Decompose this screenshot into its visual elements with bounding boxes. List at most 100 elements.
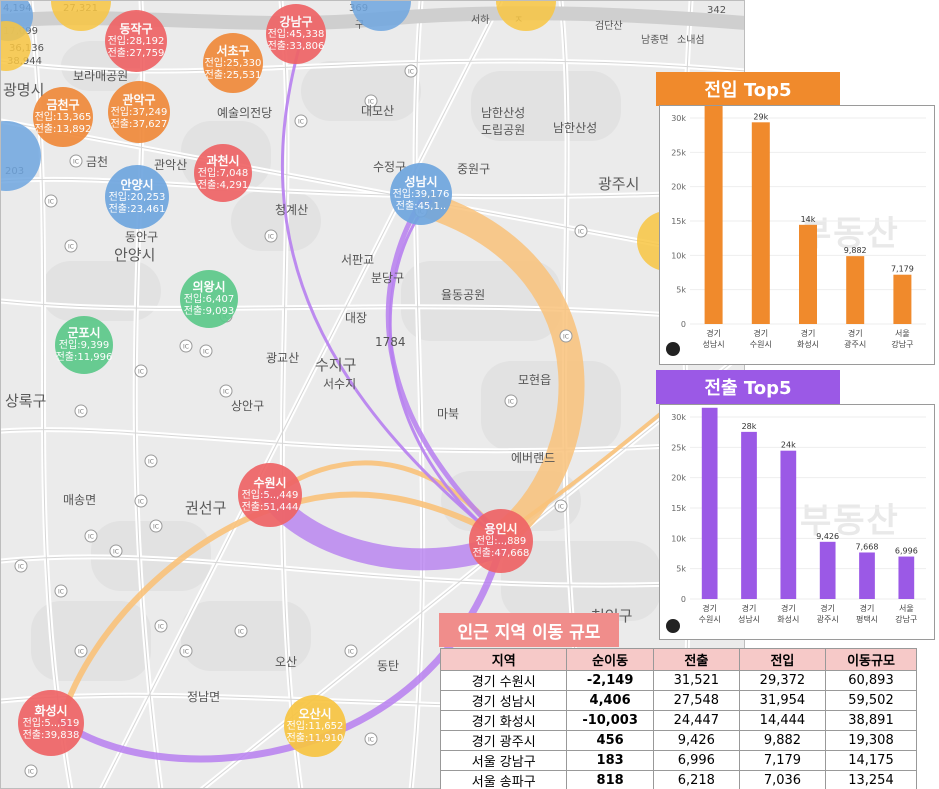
ic-marker	[149, 519, 163, 533]
map-place-label: 청계산	[275, 203, 309, 217]
region-bubble-osan[interactable]: 오산시 전입:11,652 전출:11,910	[284, 695, 346, 757]
ic-marker	[14, 559, 28, 573]
ic-label: IC	[183, 649, 189, 656]
terrain-patch	[471, 71, 621, 141]
region-bubble-seocho[interactable]: 서초구 전입:25,330 전출:25,531	[203, 33, 263, 93]
y-tick-label: 20k	[671, 474, 686, 483]
table-cell: 27,548	[652, 690, 740, 711]
region-bubble-hwaseong[interactable]: 화성시 전입:5..,519 전출:39,838	[18, 690, 84, 756]
in-top5-title: 전입 Top5	[656, 72, 840, 106]
region-bubble-gunpo[interactable]: 군포시 전입:9,399 전출:11,996	[55, 316, 113, 374]
map-place-label: 수지구	[315, 356, 357, 374]
table-cell: 31,954	[738, 690, 826, 711]
table-row: 경기 성남시 4,406 27,548 31,954 59,502	[439, 690, 918, 711]
map-place-label: 동안구	[125, 230, 159, 244]
road-edge	[1, 60, 744, 72]
table-cell: 7,179	[738, 750, 826, 771]
y-tick-label: 15k	[671, 504, 686, 513]
ic-marker	[364, 94, 378, 108]
terrain-patch	[31, 601, 151, 681]
ic-marker	[574, 224, 588, 238]
region-bubble-suwon[interactable]: 수원시 전입:5..,449 전출:51,444	[238, 463, 302, 527]
table-header-cell: 전입	[738, 648, 826, 671]
ic-marker	[44, 194, 58, 208]
y-tick-label: 10k	[671, 534, 686, 543]
bubble-out: 전출:39,838	[22, 729, 80, 741]
region-bubble-gwanak[interactable]: 관악구 전입:37,249 전출:37,627	[108, 81, 170, 143]
migration-map[interactable]: IC IC IC IC IC IC IC IC IC IC IC IC IC IC IC IC IC IC IC IC…	[0, 0, 745, 789]
map-place-label: 권선구	[185, 499, 227, 517]
road-edge	[410, 1, 424, 788]
table-cell: -2,149	[566, 670, 654, 691]
ic-marker	[179, 339, 193, 353]
region-bubble-geumcheon[interactable]: 금천구 전입:13,365 전출:13,892	[33, 87, 93, 147]
table-cell: 818	[566, 770, 654, 789]
y-tick-label: 5k	[676, 286, 686, 295]
table-header-cell: 이동규모	[824, 648, 918, 671]
data-label: 7,668	[856, 542, 879, 551]
bubble-in: 전입:6,407	[183, 293, 235, 305]
bubble-in: 전입:5..,449	[241, 489, 299, 501]
migration-table: 지역 순이동 전출 전입 이동규모 경기 수원시 -2,149 31,521 29,372 60…	[439, 648, 918, 789]
region-bubble-gwacheon[interactable]: 과천시 전입:7,048 전출:4,291	[194, 144, 252, 202]
partial-label: 구	[355, 20, 365, 31]
road-edge	[1, 178, 744, 198]
map-place-label: 남한산성 도립공원	[481, 106, 526, 137]
map-place-label: 광주시	[598, 175, 640, 193]
y-tick-label: 30k	[671, 114, 686, 123]
category-label: 경기	[702, 603, 717, 613]
map-place-label: 상록구	[5, 392, 47, 410]
ic-marker	[264, 229, 278, 243]
region-bubble-uiwang[interactable]: 의왕시 전입:6,407 전출:9,093	[180, 270, 238, 328]
partial-label: 342	[707, 5, 727, 16]
y-tick-label: 10k	[671, 251, 686, 260]
bar	[751, 122, 770, 324]
ic-marker	[154, 619, 168, 633]
region-bubble-yongin[interactable]: 용인시 전입:..,889 전출:47,668	[469, 509, 533, 573]
table-cell: -10,003	[566, 710, 654, 731]
ic-marker	[199, 344, 213, 358]
bubble-out: 전출:11,910	[286, 732, 344, 744]
ic-marker	[504, 394, 518, 408]
category-label: 경기	[801, 328, 816, 338]
ic-marker	[24, 764, 38, 778]
category-label: 서울	[895, 329, 910, 338]
region-bubble-dongjak[interactable]: 동작구 전입:28,192 전출:27,759	[105, 10, 167, 72]
map-place-label: 율동공원	[441, 288, 486, 302]
bar	[846, 256, 865, 324]
ic-label: IC	[153, 524, 159, 531]
bubble-name: 군포시	[67, 325, 101, 340]
terrain-patch	[481, 361, 621, 451]
ic-label: IC	[238, 629, 244, 636]
region-bubble-seongnam[interactable]: 성남시 전입:39,176 전출:45,1..	[390, 163, 452, 225]
ic-marker	[364, 732, 378, 746]
bubble-name: 수원시	[253, 475, 287, 490]
terrain-patch	[181, 601, 311, 671]
category-label: 화성시	[777, 615, 799, 624]
bubble-in: 전입:39,176	[392, 188, 450, 200]
ic-label: IC	[113, 549, 119, 556]
partial-label: 남종면	[641, 35, 669, 46]
bubble-name: 오산시	[298, 706, 332, 721]
data-label: 29k	[753, 112, 768, 121]
bubble-out: 전출:23,461	[108, 203, 166, 215]
table-row: 경기 광주시 456 9,426 9,882 19,308	[439, 730, 918, 751]
table-header-cell: 순이동	[566, 648, 654, 671]
region-bubble-gangnam[interactable]: 강남구 전입:45,338 전출:33,806	[266, 4, 326, 64]
bar	[799, 224, 817, 324]
category-label: 광주시	[844, 339, 866, 349]
partial-label: 소내섬	[677, 35, 705, 46]
y-tick-label: 5k	[676, 565, 686, 574]
ic-label: IC	[28, 769, 34, 776]
region-bubble-anyang[interactable]: 안양시 전입:20,253 전출:23,461	[105, 165, 169, 229]
bar	[780, 450, 797, 599]
ic-label: IC	[73, 159, 79, 166]
table-header-cell: 지역	[439, 648, 568, 671]
table-cell: 24,447	[652, 710, 740, 731]
map-place-label: 오산	[275, 655, 298, 669]
ic-label: IC	[348, 649, 354, 656]
ic-marker	[294, 114, 308, 128]
bubble-out: 전출:47,668	[472, 547, 530, 559]
ic-label: IC	[558, 504, 564, 511]
